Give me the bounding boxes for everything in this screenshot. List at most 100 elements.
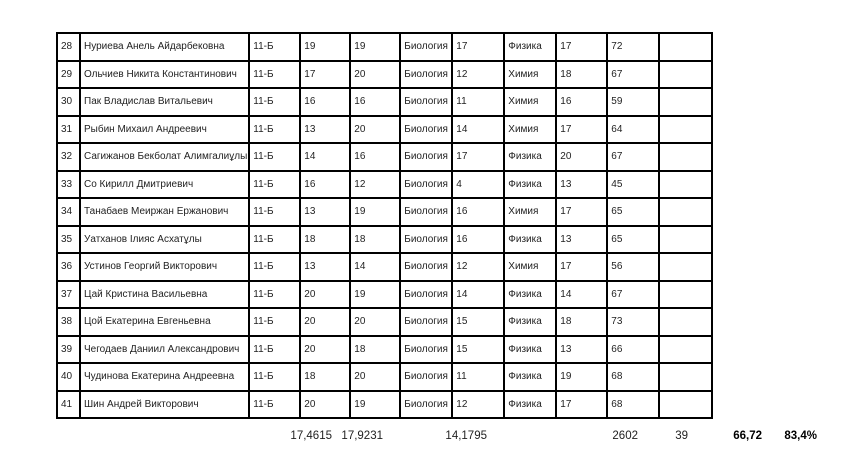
cell-num: 37 <box>56 279 81 309</box>
table-row: 30 Пак Владислав Витальевич 11-Б 16 16 Б… <box>56 87 714 117</box>
cell-score2: 20 <box>349 59 402 89</box>
table-row: 40 Чудинова Екатерина Андреевна 11-Б 18 … <box>56 362 714 392</box>
cell-subject2: Химия <box>503 114 558 144</box>
cell-class: 11-Б <box>248 362 302 392</box>
cell-score1: 19 <box>299 32 352 62</box>
cell-subject1: Биология <box>399 142 454 172</box>
cell-score3: 15 <box>451 334 506 364</box>
cell-num: 39 <box>56 334 81 364</box>
cell-subject1: Биология <box>399 32 454 62</box>
cell-class: 11-Б <box>248 197 302 227</box>
cell-score1: 20 <box>299 279 352 309</box>
cell-score2: 14 <box>349 252 402 282</box>
cell-score1: 17 <box>299 59 352 89</box>
cell-score3: 16 <box>451 224 506 254</box>
summary-student-count: 39 <box>675 430 688 442</box>
summary-percentage: 83,4% <box>784 430 817 442</box>
cell-score3: 11 <box>451 87 506 117</box>
cell-class: 11-Б <box>248 279 302 309</box>
cell-subject2: Химия <box>503 197 558 227</box>
cell-class: 11-Б <box>248 32 302 62</box>
cell-num: 29 <box>56 59 81 89</box>
cell-score1: 18 <box>299 224 352 254</box>
cell-score4: 17 <box>555 32 609 62</box>
cell-subject2: Физика <box>503 389 558 419</box>
cell-name: Устинов Георгий Викторович <box>78 252 251 282</box>
cell-name: Рыбин Михаил Андреевич <box>78 114 251 144</box>
cell-total: 68 <box>606 389 661 419</box>
cell-extra <box>658 362 714 392</box>
cell-subject1: Биология <box>399 87 454 117</box>
cell-class: 11-Б <box>248 169 302 199</box>
cell-score3: 16 <box>451 197 506 227</box>
summary-avg-score2: 17,9231 <box>341 430 383 442</box>
cell-num: 33 <box>56 169 81 199</box>
cell-score4: 18 <box>555 307 609 337</box>
table-row: 28 Нуриева Анель Айдарбековна 11-Б 19 19… <box>56 32 714 62</box>
cell-score4: 17 <box>555 114 609 144</box>
table-row: 31 Рыбин Михаил Андреевич 11-Б 13 20 Био… <box>56 114 714 144</box>
cell-name: Танабаев Меиржан Ержанович <box>78 197 251 227</box>
cell-extra <box>658 32 714 62</box>
cell-score1: 16 <box>299 169 352 199</box>
cell-num: 31 <box>56 114 81 144</box>
cell-name: Со Кирилл Дмитриевич <box>78 169 251 199</box>
cell-subject1: Биология <box>399 362 454 392</box>
cell-score1: 16 <box>299 87 352 117</box>
cell-score2: 18 <box>349 224 402 254</box>
cell-subject1: Биология <box>399 59 454 89</box>
summary-avg-score3: 14,1795 <box>445 430 487 442</box>
cell-score3: 12 <box>451 252 506 282</box>
cell-score2: 20 <box>349 114 402 144</box>
table-row: 32 Сагижанов Бекболат Алимгалиұлы 11-Б 1… <box>56 142 714 172</box>
cell-class: 11-Б <box>248 389 302 419</box>
cell-num: 32 <box>56 142 81 172</box>
cell-total: 73 <box>606 307 661 337</box>
cell-score3: 12 <box>451 59 506 89</box>
cell-subject1: Биология <box>399 307 454 337</box>
cell-extra <box>658 279 714 309</box>
cell-total: 68 <box>606 362 661 392</box>
cell-total: 64 <box>606 114 661 144</box>
cell-subject1: Биология <box>399 197 454 227</box>
cell-score1: 14 <box>299 142 352 172</box>
cell-subject1: Биология <box>399 252 454 282</box>
cell-num: 28 <box>56 32 81 62</box>
cell-class: 11-Б <box>248 334 302 364</box>
cell-score1: 13 <box>299 252 352 282</box>
cell-score2: 19 <box>349 389 402 419</box>
cell-extra <box>658 59 714 89</box>
cell-score3: 11 <box>451 362 506 392</box>
cell-total: 66 <box>606 334 661 364</box>
cell-num: 40 <box>56 362 81 392</box>
cell-extra <box>658 169 714 199</box>
cell-class: 11-Б <box>248 307 302 337</box>
cell-score2: 19 <box>349 32 402 62</box>
cell-extra <box>658 224 714 254</box>
scores-table: 28 Нуриева Анель Айдарбековна 11-Б 19 19… <box>56 32 714 419</box>
cell-subject2: Химия <box>503 87 558 117</box>
cell-extra <box>658 87 714 117</box>
cell-score3: 4 <box>451 169 506 199</box>
cell-subject2: Химия <box>503 59 558 89</box>
cell-num: 38 <box>56 307 81 337</box>
table-row: 34 Танабаев Меиржан Ержанович 11-Б 13 19… <box>56 197 714 227</box>
cell-class: 11-Б <box>248 114 302 144</box>
cell-total: 59 <box>606 87 661 117</box>
cell-subject1: Биология <box>399 169 454 199</box>
cell-score4: 16 <box>555 87 609 117</box>
cell-score4: 17 <box>555 252 609 282</box>
cell-num: 34 <box>56 197 81 227</box>
cell-extra <box>658 307 714 337</box>
cell-subject2: Физика <box>503 169 558 199</box>
cell-score1: 20 <box>299 334 352 364</box>
cell-subject1: Биология <box>399 279 454 309</box>
cell-total: 56 <box>606 252 661 282</box>
cell-class: 11-Б <box>248 87 302 117</box>
cell-extra <box>658 114 714 144</box>
cell-score2: 12 <box>349 169 402 199</box>
cell-score4: 17 <box>555 197 609 227</box>
cell-subject1: Биология <box>399 224 454 254</box>
cell-total: 67 <box>606 279 661 309</box>
cell-name: Ольчиев Никита Константинович <box>78 59 251 89</box>
